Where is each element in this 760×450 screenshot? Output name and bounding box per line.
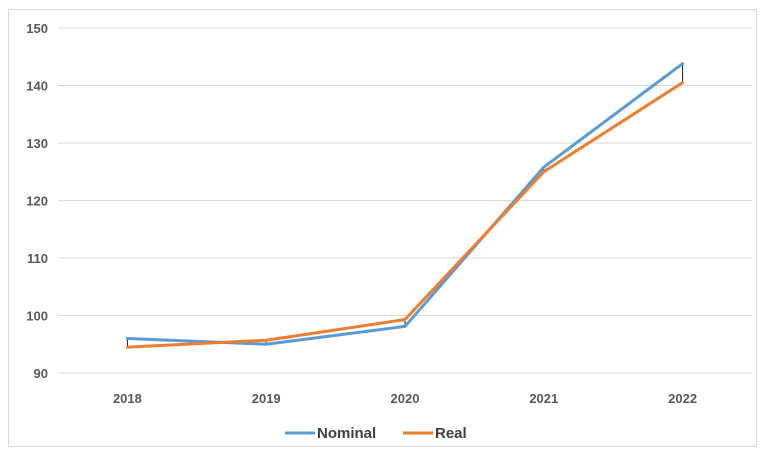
series-line-real bbox=[127, 83, 682, 348]
x-tick-label: 2018 bbox=[113, 391, 142, 406]
y-axis-ticks: 90 100 110 120 130 140 150 bbox=[26, 21, 48, 381]
series-lines bbox=[127, 64, 682, 347]
y-tick-label: 90 bbox=[34, 366, 48, 381]
x-tick-label: 2021 bbox=[529, 391, 558, 406]
difference-markers bbox=[127, 64, 682, 347]
y-tick-label: 140 bbox=[26, 79, 48, 94]
series-line-nominal bbox=[127, 64, 682, 345]
y-tick-label: 110 bbox=[27, 251, 48, 266]
y-tick-label: 120 bbox=[26, 194, 48, 209]
y-tick-label: 150 bbox=[26, 21, 48, 36]
x-tick-label: 2019 bbox=[252, 391, 281, 406]
legend-label-real: Real bbox=[435, 425, 467, 442]
x-axis-ticks: 2018 2019 2020 2021 2022 bbox=[113, 391, 697, 406]
y-tick-label: 130 bbox=[26, 136, 48, 151]
x-tick-label: 2020 bbox=[391, 391, 420, 406]
legend-label-nominal: Nominal bbox=[317, 425, 376, 442]
x-tick-label: 2022 bbox=[668, 391, 697, 406]
y-tick-label: 100 bbox=[26, 309, 48, 324]
legend: Nominal Real bbox=[285, 425, 467, 442]
